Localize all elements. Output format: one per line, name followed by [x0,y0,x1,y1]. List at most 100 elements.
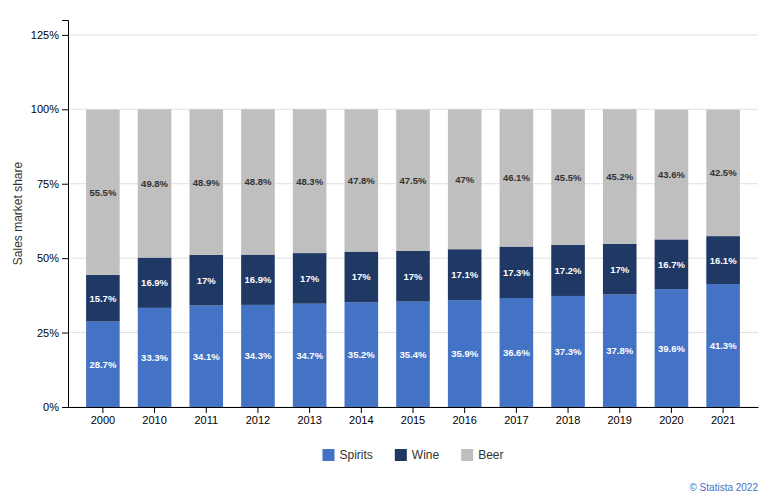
x-tick-mark [464,407,465,413]
bar-segment [345,252,379,303]
x-tick-label: 2000 [91,414,115,426]
data-label: 48.9% [193,177,220,188]
data-label: 15.7% [89,293,116,304]
y-tick-label: 100% [31,103,59,115]
bar-segment [551,296,585,407]
annotation: © Statista 2022 [689,482,758,493]
x-tick-label: 2013 [297,414,321,426]
x-tick: 2000 [91,407,115,426]
x-tick-mark [671,407,672,413]
y-axis: 0% 25% 50% 75% 100% 125% [31,21,69,414]
bar-segment [551,109,585,244]
x-tick: 2013 [297,407,321,426]
bar-segment [396,302,430,407]
data-label: 37.8% [606,345,633,356]
bar-segment [241,109,275,254]
y-tick-label: 50% [37,252,59,264]
data-label: 45.2% [606,171,633,182]
data-label: 43.6% [658,169,685,180]
bar-segment [396,110,430,251]
bar-segment [706,110,740,237]
bar-segment [500,247,534,299]
data-label: 17.3% [503,267,530,278]
bar-segment [655,239,689,289]
x-tick-mark [413,407,414,413]
data-label: 36.6% [503,347,530,358]
data-label: 17% [403,271,423,282]
bar-segment [396,251,430,302]
x-tick: 2017 [504,407,528,426]
x-tick-label: 2014 [349,414,373,426]
x-tick-label: 2011 [194,414,218,426]
y-tick-mark [62,258,68,259]
bar-segment [448,300,482,407]
y-axis-line [62,21,69,408]
bar-segment [86,322,120,407]
x-tick-label: 2018 [556,414,580,426]
bar-segment [655,289,689,407]
x-tick: 2011 [194,407,218,426]
bar-segment [293,109,327,253]
y-tick: 0% [43,401,68,413]
data-label: 45.5% [555,172,582,183]
x-tick-mark [568,407,569,413]
data-label: 16.7% [658,259,685,270]
bar-segment [189,255,223,306]
data-label: 41.3% [710,340,737,351]
bar-segment [500,109,534,246]
bars [86,109,740,407]
y-axis-title: Sales market share [11,161,25,265]
x-axis: 2000 2010 2011 2012 2013 2014 2015 2016 2017 2018… [69,407,759,426]
x-tick: 2018 [556,407,580,426]
data-label: 16.1% [710,255,737,266]
data-label: 17% [610,264,630,275]
legend-swatch [395,449,407,461]
bar-segment [345,302,379,407]
legend-item: Spirits [322,448,372,462]
x-tick: 2010 [142,407,166,426]
y-tick-mark [62,184,68,185]
data-label: 28.7% [89,359,116,370]
data-label: 35.2% [348,349,375,360]
bar-segment [448,249,482,300]
x-tick-mark [723,407,724,413]
data-label: 47.5% [400,175,427,186]
data-label: 16.9% [141,277,168,288]
x-tick: 2015 [401,407,425,426]
bar-segment [86,110,120,275]
data-label: 46.1% [503,172,530,183]
data-labels: 28.7%33.3%34.1%34.3%34.7%35.2%35.4%35.9%… [89,167,737,369]
legend-label: Spirits [339,448,372,462]
bar-segment [706,236,740,284]
plot: 28.7%33.3%34.1%34.3%34.7%35.2%35.4%35.9%… [31,21,759,426]
data-label: 34.1% [193,351,220,362]
y-tick-label: 25% [37,327,59,339]
x-tick-label: 2017 [504,414,528,426]
y-tick-mark [62,407,68,408]
x-tick-label: 2016 [452,414,476,426]
y-tick-label: 0% [43,401,59,413]
x-tick-mark [309,407,310,413]
data-label: 49.8% [141,178,168,189]
data-label: 47.8% [348,175,375,186]
y-tick: 100% [31,103,68,115]
x-tick-label: 2020 [659,414,683,426]
x-tick-mark [102,407,103,413]
y-tick-mark [62,109,68,110]
y-tick-label: 75% [37,178,59,190]
bar-segment [138,308,172,407]
x-tick-mark [516,407,517,413]
x-tick: 2016 [452,407,476,426]
x-tick: 2012 [246,407,270,426]
x-tick-mark [206,407,207,413]
y-tick: 25% [37,327,68,339]
x-tick-label: 2019 [607,414,631,426]
x-tick-mark [257,407,258,413]
y-tick-label: 125% [31,29,59,41]
data-label: 34.3% [244,350,271,361]
legend-label: Wine [412,448,440,462]
legend-swatch [322,449,334,461]
bar-segment [189,305,223,407]
legend-swatch [461,449,473,461]
x-tick-label: 2010 [142,414,166,426]
